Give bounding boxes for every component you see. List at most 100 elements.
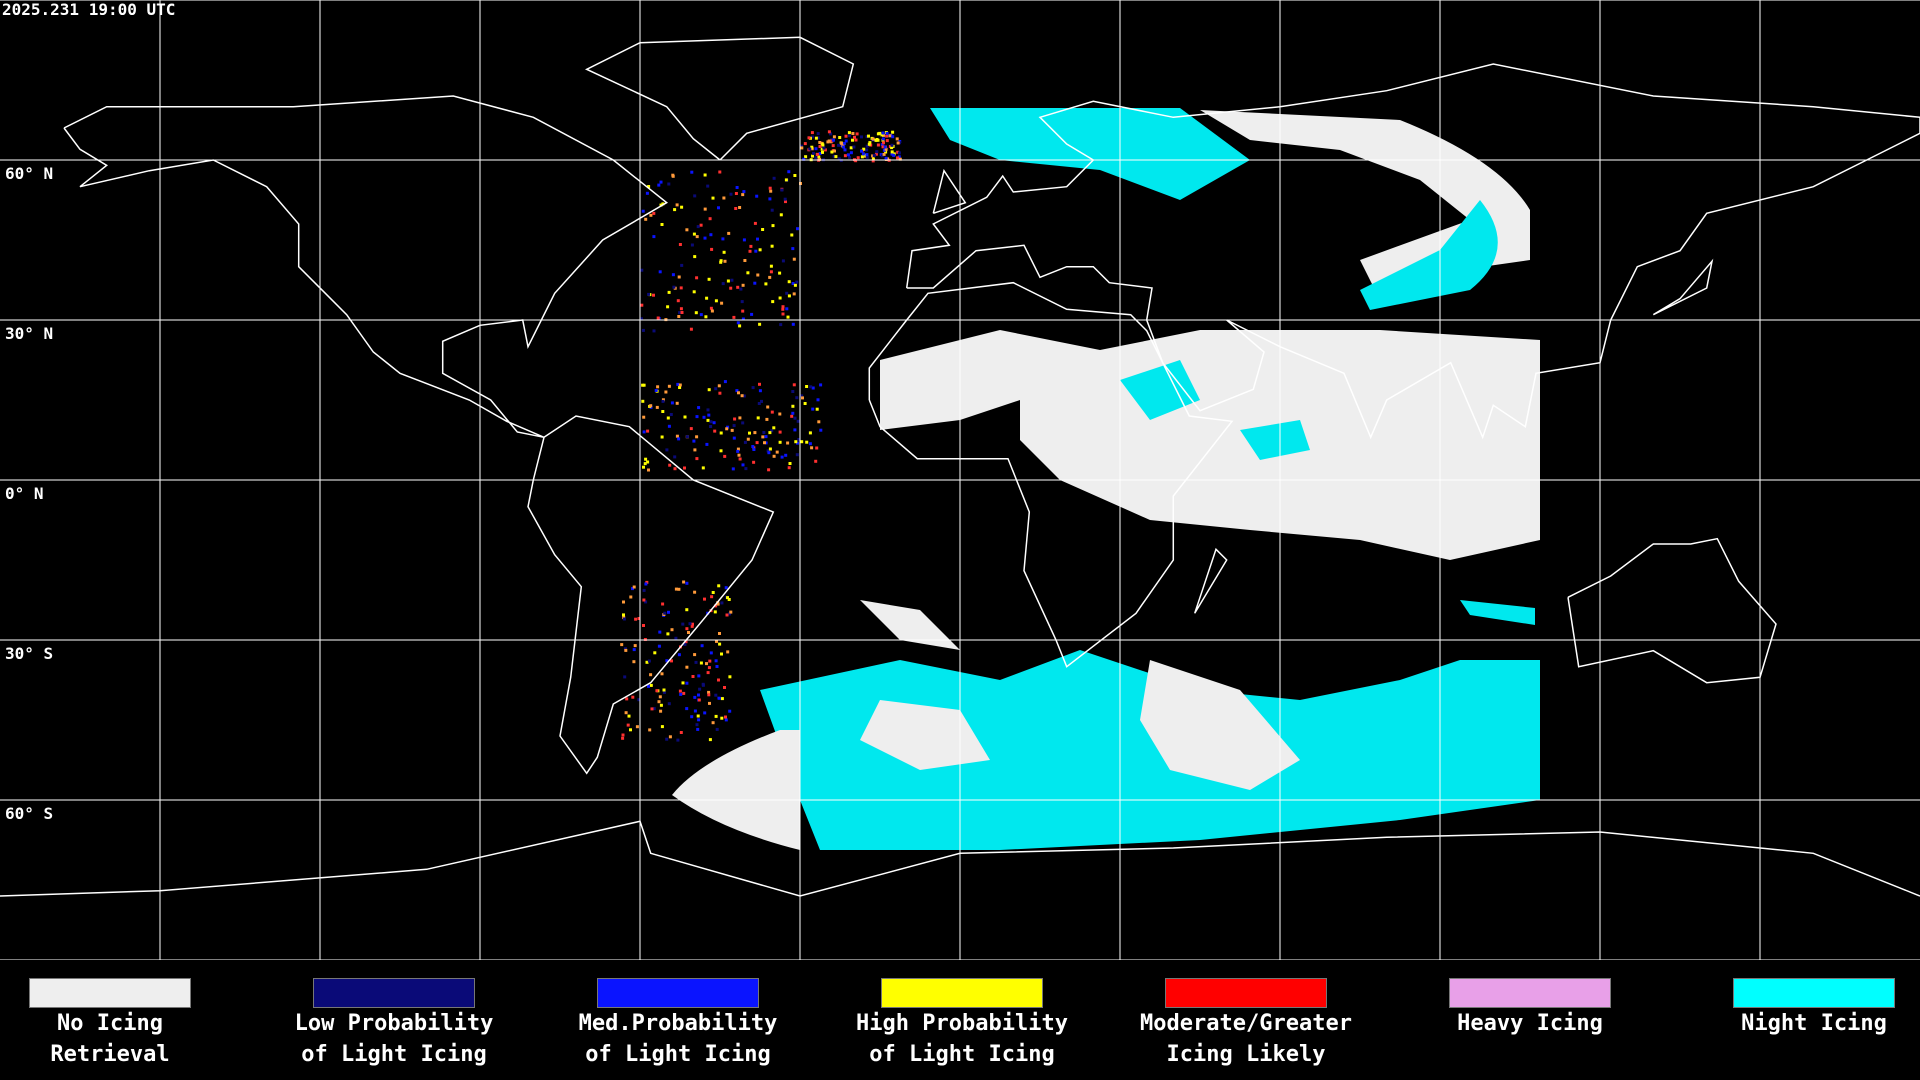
speckle <box>713 610 717 614</box>
speckle <box>768 431 772 435</box>
speckle <box>705 296 709 300</box>
speckle <box>640 303 644 307</box>
speckle <box>714 693 718 697</box>
speckle <box>812 151 815 155</box>
legend-swatch <box>881 978 1043 1008</box>
speckle <box>665 659 669 663</box>
speckle <box>843 148 847 152</box>
speckle <box>670 659 673 663</box>
speckle <box>696 727 700 731</box>
speckle <box>861 152 865 156</box>
speckle <box>622 600 625 604</box>
speckle <box>703 236 707 240</box>
speckle <box>683 642 687 646</box>
speckle <box>695 415 699 419</box>
speckle <box>726 279 730 283</box>
speckle <box>730 428 734 432</box>
speckle <box>671 173 675 177</box>
speckle <box>675 203 679 207</box>
speckle <box>778 440 782 444</box>
speckle <box>849 146 853 150</box>
speckle <box>699 223 703 227</box>
legend-item: Med.Probability of Light Icing <box>536 978 820 1070</box>
speckle <box>787 294 791 298</box>
speckle <box>760 399 763 403</box>
speckle <box>880 133 884 137</box>
speckle <box>670 628 674 632</box>
speckle <box>851 138 854 142</box>
speckle <box>882 152 886 156</box>
speckle <box>637 617 641 620</box>
speckle <box>703 207 707 211</box>
speckle <box>666 632 670 636</box>
speckle <box>764 435 768 439</box>
speckle <box>891 130 895 134</box>
speckle <box>860 135 863 139</box>
speckle <box>629 728 632 732</box>
speckle <box>814 147 818 151</box>
speckle <box>822 146 826 150</box>
speckle <box>755 194 759 198</box>
speckle <box>838 136 842 139</box>
speckle <box>701 466 705 470</box>
speckle <box>746 437 750 441</box>
speckle <box>885 139 889 143</box>
speckle <box>767 468 771 472</box>
speckle <box>791 404 795 408</box>
speckle <box>831 144 835 148</box>
speckle <box>748 249 752 253</box>
speckle <box>803 402 807 405</box>
speckle <box>707 690 711 694</box>
speckle <box>642 430 646 434</box>
latitude-label: 60° S <box>5 804 54 823</box>
speckle <box>771 224 775 228</box>
speckle <box>778 430 782 434</box>
speckle <box>805 385 809 388</box>
coastline <box>584 36 855 161</box>
speckle <box>689 427 693 431</box>
speckle <box>837 143 840 147</box>
legend-label: No Icing <box>57 1011 163 1036</box>
speckle <box>820 147 824 151</box>
speckle <box>647 684 650 688</box>
speckle <box>896 156 899 160</box>
speckle <box>775 450 779 454</box>
speckle <box>719 449 723 453</box>
speckle <box>720 652 723 656</box>
speckle <box>678 243 682 246</box>
speckle <box>703 597 706 601</box>
speckle <box>716 602 720 606</box>
speckle <box>647 659 651 663</box>
speckle <box>880 143 884 147</box>
lat-lon-grid <box>0 0 1920 960</box>
speckle <box>642 598 646 602</box>
speckle <box>655 689 659 693</box>
speckle <box>703 173 707 177</box>
speckle <box>890 143 894 147</box>
speckle <box>797 438 801 441</box>
speckle <box>652 329 656 333</box>
speckle <box>768 186 772 190</box>
speckle <box>737 453 741 457</box>
speckle <box>678 386 682 389</box>
speckle <box>706 408 710 412</box>
speckle <box>698 687 702 691</box>
speckle <box>690 715 694 719</box>
legend-item: High Probability of Light Icing <box>820 978 1104 1070</box>
speckle <box>675 401 679 405</box>
speckle <box>658 270 662 274</box>
speckle <box>778 296 782 300</box>
legend-label: Icing Likely <box>1166 1042 1326 1067</box>
speckle <box>677 275 681 279</box>
speckle <box>679 307 683 311</box>
speckle <box>781 259 785 263</box>
map <box>0 0 1920 960</box>
speckle <box>795 453 799 457</box>
speckle <box>744 467 748 471</box>
speckle <box>662 688 666 692</box>
latitude-label: 30° S <box>5 644 54 663</box>
speckle <box>772 176 776 180</box>
speckle <box>757 402 761 405</box>
speckle <box>670 401 674 405</box>
speckle <box>801 396 804 400</box>
